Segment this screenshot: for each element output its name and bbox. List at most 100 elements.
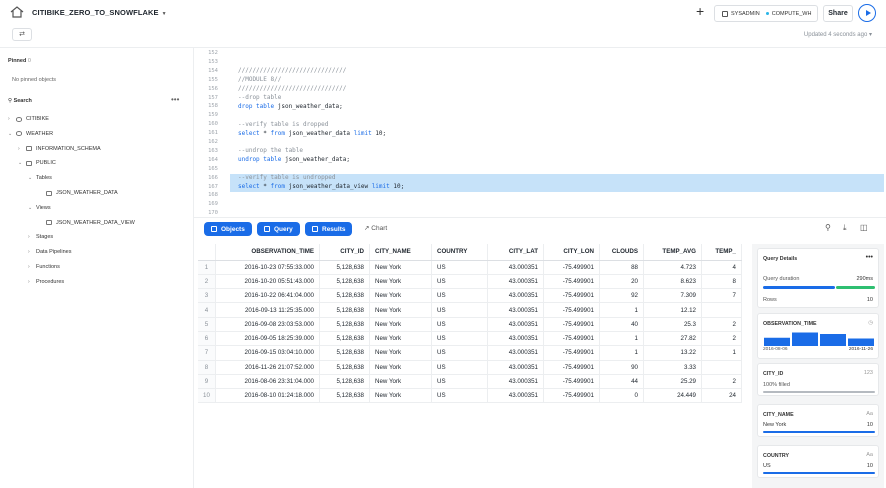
table-cell[interactable]: -75.499901: [543, 317, 600, 332]
tree-item[interactable]: › Procedures: [28, 279, 64, 285]
table-cell[interactable]: 5,128,638: [319, 317, 370, 332]
column-header[interactable]: CITY_LON: [543, 244, 600, 261]
table-cell[interactable]: US: [431, 288, 488, 304]
chevron-down-icon[interactable]: ⌄: [8, 130, 13, 137]
home-icon[interactable]: [10, 6, 24, 18]
table-cell[interactable]: 2016-11-26 21:07:52.000: [215, 360, 320, 375]
table-cell[interactable]: 90: [599, 360, 644, 375]
column-card-city-name[interactable]: CITY_NAME Aa New York 10: [757, 404, 879, 437]
chevron-right-icon[interactable]: ›: [28, 234, 30, 241]
table-cell[interactable]: 44: [599, 374, 644, 390]
table-cell[interactable]: New York: [369, 374, 432, 390]
table-cell[interactable]: New York: [369, 260, 432, 275]
table-cell[interactable]: 5,128,638: [319, 374, 370, 390]
table-cell[interactable]: US: [431, 317, 488, 332]
table-cell[interactable]: 40: [599, 317, 644, 332]
table-cell[interactable]: 12.12: [643, 302, 702, 318]
table-cell[interactable]: 2016-08-10 01:24:18.000: [215, 388, 320, 404]
table-cell[interactable]: 5,128,638: [319, 302, 370, 318]
chevron-down-icon[interactable]: ⌄: [18, 160, 23, 167]
table-cell[interactable]: 2016-10-20 05:51:43.000: [215, 274, 320, 290]
table-cell[interactable]: 1: [701, 345, 742, 361]
table-cell[interactable]: -75.499901: [543, 288, 600, 304]
chevron-right-icon[interactable]: ›: [18, 145, 20, 152]
column-card-observation-time[interactable]: OBSERVATION_TIME ◷ 2016-08-06 2016-11-26: [757, 313, 879, 359]
code-line[interactable]: --drop table: [238, 94, 281, 101]
table-row[interactable]: 2 2016-10-20 05:51:43.000 5,128,638 New Yor…: [198, 274, 742, 290]
table-cell[interactable]: 8: [701, 274, 742, 290]
code-line[interactable]: //MODULE 8//: [238, 76, 281, 83]
table-cell[interactable]: 20: [599, 274, 644, 290]
table-cell[interactable]: 3.33: [643, 360, 702, 375]
chevron-down-icon[interactable]: ⌄: [28, 175, 33, 182]
column-header[interactable]: COUNTRY: [431, 244, 488, 261]
table-row[interactable]: 5 2016-09-08 23:03:53.000 5,128,638 New Yor…: [198, 317, 742, 332]
table-cell[interactable]: 5,128,638: [319, 288, 370, 304]
table-row[interactable]: 6 2016-09-05 18:25:39.000 5,128,638 New Yor…: [198, 331, 742, 347]
column-header[interactable]: TEMP_: [701, 244, 742, 261]
table-cell[interactable]: 5,128,638: [319, 331, 370, 347]
table-cell[interactable]: 1: [599, 345, 644, 361]
tree-item[interactable]: › CITIBIKE: [8, 116, 49, 122]
code-line[interactable]: --undrop the table: [238, 147, 303, 154]
updated-status[interactable]: Updated 4 seconds ago ▾: [803, 32, 872, 38]
table-cell[interactable]: New York: [369, 360, 432, 375]
download-icon[interactable]: ⤓: [843, 223, 847, 232]
table-cell[interactable]: 8.623: [643, 274, 702, 290]
sql-editor[interactable]: [194, 48, 886, 218]
table-cell[interactable]: 2016-10-22 06:41:04.000: [215, 288, 320, 304]
chevron-right-icon[interactable]: ›: [28, 278, 30, 285]
table-cell[interactable]: US: [431, 260, 488, 275]
table-cell[interactable]: -75.499901: [543, 331, 600, 347]
table-cell[interactable]: 24: [701, 388, 742, 404]
table-row[interactable]: 3 2016-10-22 06:41:04.000 5,128,638 New Yor…: [198, 288, 742, 304]
table-row[interactable]: 10 2016-08-10 01:24:18.000 5,128,638 New Yo…: [198, 388, 742, 404]
table-cell[interactable]: New York: [369, 317, 432, 332]
column-card-city-id[interactable]: CITY_ID 123 100% filled: [757, 363, 879, 396]
table-cell[interactable]: 2016-09-08 23:03:53.000: [215, 317, 320, 332]
table-cell[interactable]: US: [431, 331, 488, 347]
code-line[interactable]: //////////////////////////////: [238, 85, 346, 92]
filter-toggle-icon[interactable]: ⇄: [12, 28, 32, 41]
chevron-right-icon[interactable]: ›: [28, 249, 30, 256]
table-cell[interactable]: 2016-09-05 18:25:39.000: [215, 331, 320, 347]
run-button[interactable]: [858, 4, 876, 22]
table-cell[interactable]: 4.723: [643, 260, 702, 275]
chevron-down-icon[interactable]: ⌄: [28, 204, 33, 211]
table-cell[interactable]: -75.499901: [543, 260, 600, 275]
table-cell[interactable]: New York: [369, 302, 432, 318]
table-cell[interactable]: 24.449: [643, 388, 702, 404]
tree-item[interactable]: › Functions: [28, 264, 60, 270]
tree-item[interactable]: JSON_WEATHER_DATA_VIEW: [38, 220, 135, 226]
table-cell[interactable]: 2: [701, 374, 742, 390]
table-cell[interactable]: New York: [369, 388, 432, 404]
table-cell[interactable]: 7.309: [643, 288, 702, 304]
column-header[interactable]: CITY_LAT: [487, 244, 544, 261]
tree-item[interactable]: ⌄ WEATHER: [8, 131, 53, 137]
table-cell[interactable]: 1: [599, 302, 644, 318]
table-cell[interactable]: New York: [369, 288, 432, 304]
table-cell[interactable]: 5,128,638: [319, 260, 370, 275]
table-cell[interactable]: 13.22: [643, 345, 702, 361]
tree-item[interactable]: ⌄ PUBLIC: [18, 160, 56, 166]
table-cell[interactable]: US: [431, 374, 488, 390]
table-cell[interactable]: New York: [369, 345, 432, 361]
search-row[interactable]: ⚲ Search: [8, 98, 32, 104]
table-cell[interactable]: 43.000351: [487, 288, 544, 304]
table-cell[interactable]: -75.499901: [543, 345, 600, 361]
table-cell[interactable]: -75.499901: [543, 360, 600, 375]
table-cell[interactable]: 0: [599, 388, 644, 404]
table-cell[interactable]: [701, 360, 742, 375]
table-cell[interactable]: 5,128,638: [319, 360, 370, 375]
column-header[interactable]: CITY_NAME: [369, 244, 432, 261]
table-row[interactable]: 4 2016-09-13 11:25:35.000 5,128,638 New Yor…: [198, 302, 742, 318]
tree-item[interactable]: ⌄ Tables: [28, 175, 52, 181]
worksheet-title[interactable]: CITIBIKE_ZERO_TO_SNOWFLAKE ▼: [32, 8, 167, 17]
table-cell[interactable]: 25.29: [643, 374, 702, 390]
column-header[interactable]: CLOUDS: [599, 244, 644, 261]
column-header[interactable]: OBSERVATION_TIME: [215, 244, 320, 261]
tab-query[interactable]: Query: [257, 222, 300, 236]
table-cell[interactable]: 5,128,638: [319, 388, 370, 404]
tree-item[interactable]: › Data Pipelines: [28, 249, 71, 255]
table-cell[interactable]: US: [431, 302, 488, 318]
